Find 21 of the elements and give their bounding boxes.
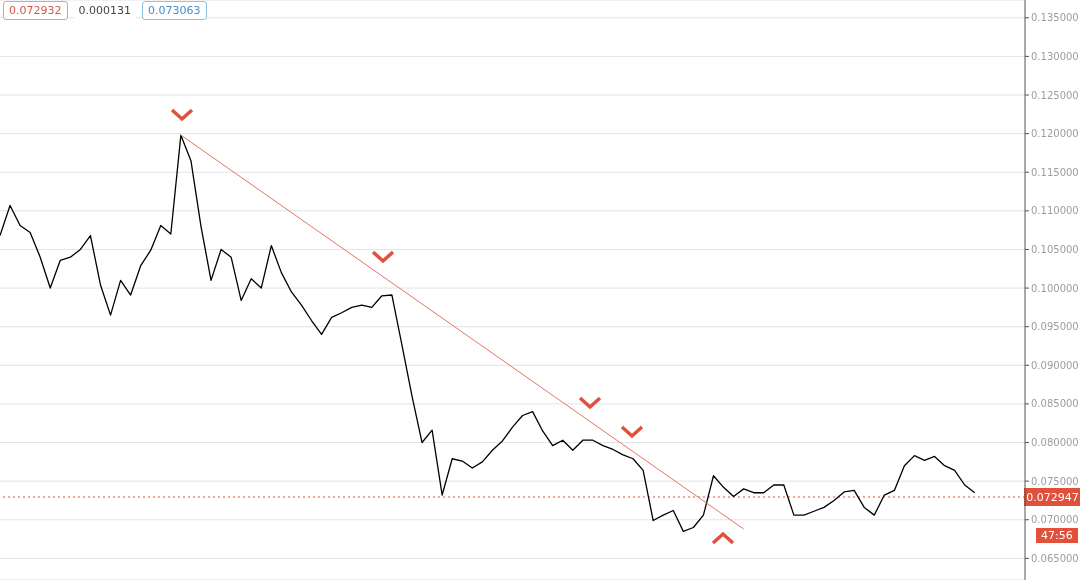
y-tick-label: 0.080000 [1031, 437, 1079, 449]
annotation: 0.073063 [142, 1, 207, 20]
y-tick-label: 0.105000 [1031, 244, 1079, 255]
line-series [0, 134, 976, 532]
y-tick-label: 0.095000 [1031, 321, 1079, 333]
annotation: 0.000131 [73, 2, 136, 19]
annotation: 0.072932 [3, 1, 68, 20]
y-tick-label: 0.070000 [1031, 514, 1079, 526]
y-tick-label: 0.135000 [1031, 12, 1079, 24]
y-tick-label: 0.090000 [1031, 359, 1079, 371]
text: 47:56 [1036, 528, 1078, 543]
y-tick-label: 0.125000 [1031, 89, 1079, 101]
y-tick-label: 0.085000 [1031, 398, 1079, 410]
y-tick-label: 0.110000 [1031, 205, 1079, 217]
ref-line-label: 0.072947 [1026, 491, 1079, 504]
y-tick-label: 0.130000 [1031, 50, 1079, 62]
y-tick-label: 0.120000 [1031, 128, 1079, 140]
y-tick-label: 0.065000 [1031, 552, 1079, 564]
y-tick-label: 0.100000 [1031, 282, 1079, 294]
y-tick-label: 0.115000 [1031, 166, 1079, 178]
y-tick-label: 0.075000 [1031, 475, 1079, 487]
